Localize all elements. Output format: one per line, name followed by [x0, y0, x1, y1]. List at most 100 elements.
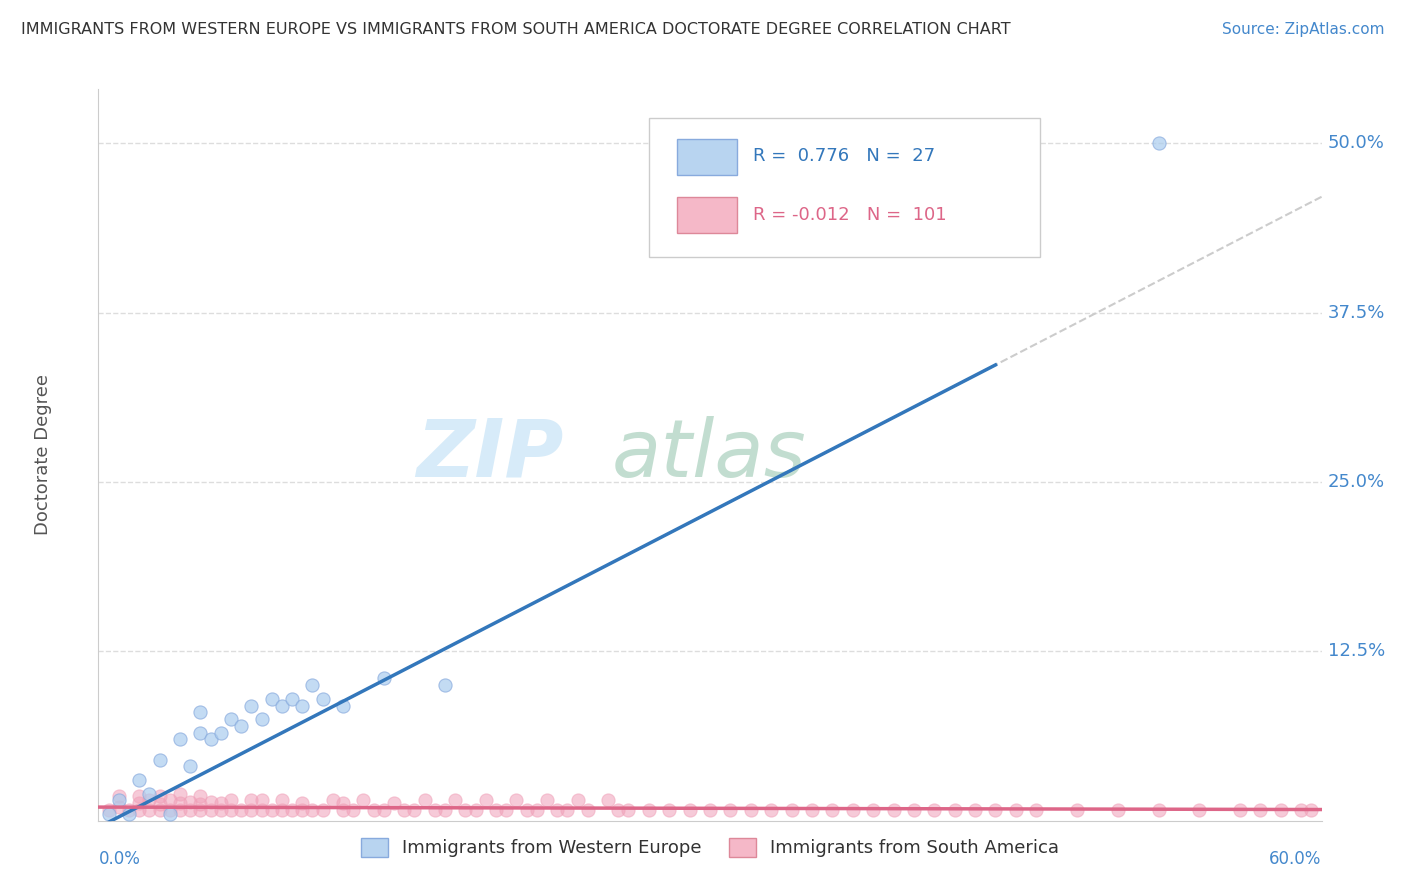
- Point: [454, 803, 477, 817]
- Point: [699, 803, 721, 817]
- Point: [281, 803, 304, 817]
- Point: [128, 796, 150, 810]
- Point: [231, 719, 253, 733]
- Text: IMMIGRANTS FROM WESTERN EUROPE VS IMMIGRANTS FROM SOUTH AMERICA DOCTORATE DEGREE: IMMIGRANTS FROM WESTERN EUROPE VS IMMIGR…: [21, 22, 1011, 37]
- Point: [1301, 803, 1323, 817]
- Point: [291, 698, 314, 713]
- Point: [761, 803, 783, 817]
- Point: [567, 793, 589, 807]
- Point: [270, 803, 294, 817]
- Point: [474, 793, 498, 807]
- Point: [250, 793, 273, 807]
- Text: 0.0%: 0.0%: [98, 850, 141, 868]
- Text: R =  0.776   N =  27: R = 0.776 N = 27: [752, 147, 935, 166]
- Point: [240, 793, 263, 807]
- Point: [128, 772, 150, 787]
- Point: [169, 732, 191, 747]
- Point: [219, 712, 242, 726]
- Legend: Immigrants from Western Europe, Immigrants from South America: Immigrants from Western Europe, Immigran…: [352, 829, 1069, 866]
- Point: [1270, 803, 1292, 817]
- Point: [332, 698, 354, 713]
- Point: [1107, 803, 1129, 817]
- Point: [128, 803, 150, 817]
- Point: [718, 803, 742, 817]
- Point: [322, 793, 344, 807]
- Point: [373, 672, 395, 686]
- Point: [1188, 803, 1211, 817]
- Point: [179, 759, 201, 773]
- Point: [352, 793, 374, 807]
- Point: [546, 803, 568, 817]
- Point: [108, 789, 131, 804]
- Point: [219, 803, 242, 817]
- Point: [801, 803, 824, 817]
- Point: [138, 803, 160, 817]
- Point: [209, 803, 232, 817]
- Point: [169, 803, 191, 817]
- Point: [342, 803, 364, 817]
- Text: Source: ZipAtlas.com: Source: ZipAtlas.com: [1222, 22, 1385, 37]
- Point: [179, 803, 201, 817]
- Point: [291, 803, 314, 817]
- Point: [149, 789, 172, 804]
- Text: atlas: atlas: [612, 416, 807, 494]
- Point: [1291, 803, 1313, 817]
- Point: [464, 803, 486, 817]
- Point: [434, 803, 457, 817]
- Point: [1025, 803, 1047, 817]
- FancyBboxPatch shape: [648, 119, 1040, 258]
- Point: [1147, 136, 1170, 151]
- Point: [434, 678, 457, 692]
- Point: [270, 793, 294, 807]
- Point: [200, 803, 222, 817]
- Point: [250, 803, 273, 817]
- Point: [332, 796, 354, 810]
- Point: [219, 793, 242, 807]
- Point: [392, 803, 416, 817]
- Point: [943, 803, 966, 817]
- Point: [159, 803, 181, 817]
- Point: [598, 793, 620, 807]
- Point: [301, 803, 323, 817]
- Point: [108, 800, 131, 814]
- Point: [526, 803, 548, 817]
- Point: [576, 803, 599, 817]
- Point: [281, 691, 304, 706]
- Point: [555, 803, 579, 817]
- Point: [188, 797, 212, 812]
- Point: [505, 793, 527, 807]
- Point: [1147, 803, 1170, 817]
- Text: 50.0%: 50.0%: [1327, 135, 1385, 153]
- Point: [1249, 803, 1271, 817]
- Point: [922, 803, 945, 817]
- Point: [188, 725, 212, 739]
- Point: [149, 797, 172, 812]
- Point: [118, 806, 141, 821]
- Point: [200, 795, 222, 809]
- Point: [250, 712, 273, 726]
- Point: [780, 803, 803, 817]
- Point: [97, 803, 120, 817]
- Point: [169, 796, 191, 810]
- Point: [332, 803, 354, 817]
- Text: Doctorate Degree: Doctorate Degree: [34, 375, 52, 535]
- Point: [1066, 803, 1088, 817]
- Point: [617, 803, 640, 817]
- Text: 60.0%: 60.0%: [1270, 850, 1322, 868]
- Point: [159, 793, 181, 807]
- Point: [159, 806, 181, 821]
- Point: [169, 787, 191, 801]
- Point: [138, 787, 160, 801]
- Point: [883, 803, 905, 817]
- Point: [118, 803, 141, 817]
- Point: [240, 698, 263, 713]
- FancyBboxPatch shape: [678, 197, 737, 234]
- Point: [231, 803, 253, 817]
- Point: [679, 803, 702, 817]
- Text: 12.5%: 12.5%: [1327, 642, 1385, 660]
- Point: [312, 803, 335, 817]
- Point: [188, 803, 212, 817]
- Text: ZIP: ZIP: [416, 416, 564, 494]
- Text: 25.0%: 25.0%: [1327, 473, 1385, 491]
- Point: [188, 789, 212, 804]
